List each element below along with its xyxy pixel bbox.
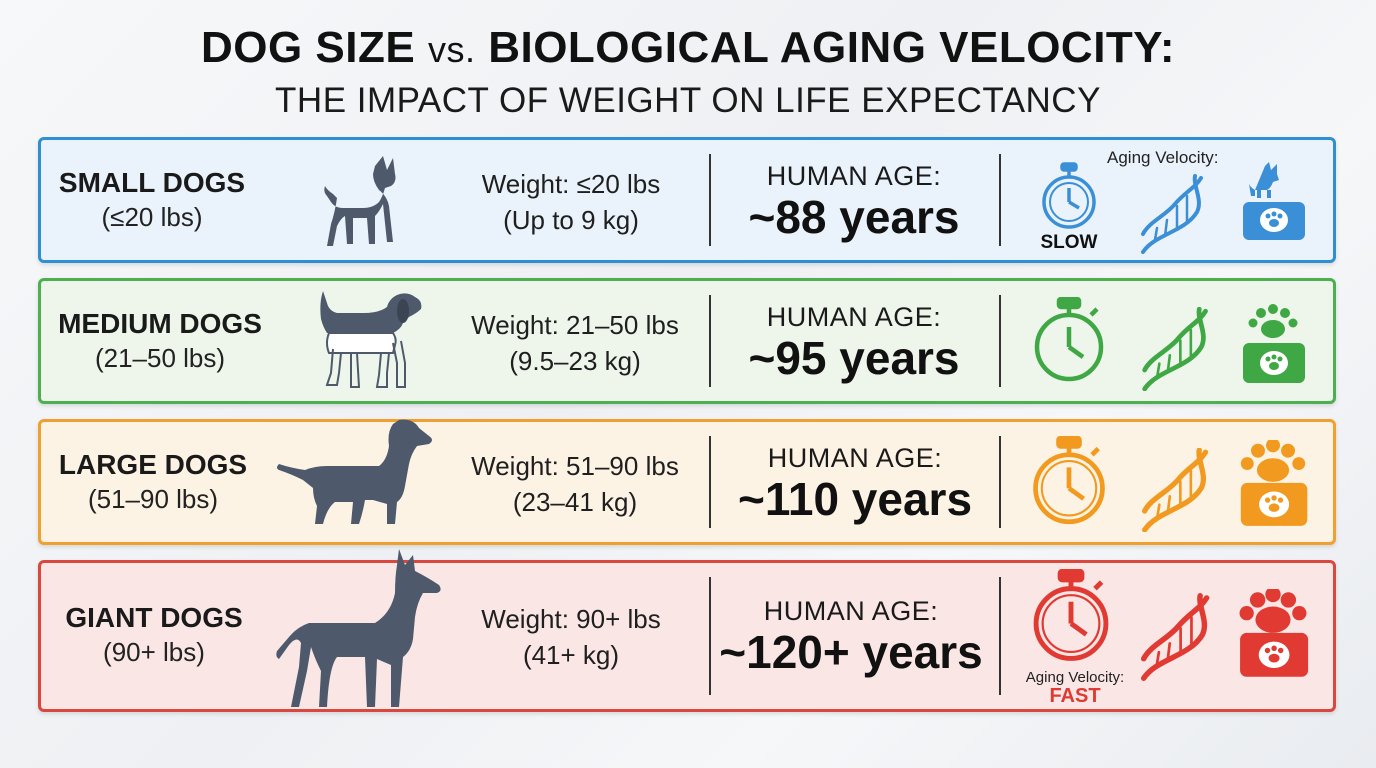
stopwatch-icon: [1034, 297, 1104, 382]
human-age-label: HUMAN AGE:: [763, 596, 939, 626]
divider: [999, 577, 1001, 695]
category-name: SMALL DOGS: [58, 167, 246, 198]
category-range: (51–90 lbs): [87, 484, 219, 514]
category: MEDIUM DOGS (21–50 lbs): [41, 307, 279, 375]
title-part1: DOG SIZE: [200, 23, 416, 72]
fast-label: FAST: [1049, 685, 1101, 707]
weight-lbs: Weight: 21–50 lbs: [471, 310, 679, 340]
weight-kg: (9.5–23 kg): [509, 346, 641, 376]
title-part2: BIOLOGICAL AGING VELOCITY:: [488, 23, 1176, 72]
paw-bowl-icon: [1243, 304, 1305, 383]
great-dane-icon: [276, 549, 441, 707]
row-small-dogs: SMALL DOGS (≤20 lbs) Weight: ≤20 lbs (Up…: [38, 137, 1336, 263]
weight-info: Weight: 21–50 lbs (9.5–23 kg): [441, 307, 709, 379]
category-name: LARGE DOGS: [58, 449, 248, 480]
stopwatch-icon: [1042, 162, 1096, 229]
category-range: (21–50 lbs): [94, 343, 226, 373]
title-vs: vs.: [427, 29, 476, 70]
weight-lbs: Weight: 90+ lbs: [481, 604, 661, 634]
divider: [709, 577, 711, 695]
human-age: HUMAN AGE: ~95 years: [721, 301, 987, 383]
category: LARGE DOGS (51–90 lbs): [41, 448, 265, 516]
row-large-dogs: LARGE DOGS (51–90 lbs) Weight: 51–90 lbs…: [38, 419, 1336, 545]
human-age-value: ~110 years: [737, 473, 973, 525]
weight-info: Weight: ≤20 lbs (Up to 9 kg): [441, 166, 701, 238]
weight-lbs: Weight: 51–90 lbs: [471, 451, 679, 481]
dna-icon: [1142, 448, 1209, 532]
human-age-label: HUMAN AGE:: [766, 302, 942, 332]
aging-velocity-label: Aging Velocity:: [1107, 148, 1219, 167]
weight-kg: (23–41 kg): [512, 487, 638, 517]
header: DOG SIZE vs. BIOLOGICAL AGING VELOCITY: …: [0, 22, 1376, 122]
divider: [709, 154, 711, 246]
row-giant-dogs: GIANT DOGS (90+ lbs) Weight: 90+ lbs (41…: [38, 549, 1336, 712]
divider: [999, 436, 1001, 528]
labrador-icon: [277, 419, 432, 524]
weight-info: Weight: 51–90 lbs (23–41 kg): [441, 448, 709, 520]
human-age: HUMAN AGE: ~120+ years: [713, 595, 989, 677]
dna-icon: [1140, 593, 1210, 681]
chihuahua-bowl-icon: [1243, 162, 1305, 240]
weight-info: Weight: 90+ lbs (41+ kg): [441, 601, 701, 673]
weight-kg: (Up to 9 kg): [503, 205, 639, 235]
page-title: DOG SIZE vs. BIOLOGICAL AGING VELOCITY:: [0, 22, 1376, 76]
slow-label: SLOW: [1040, 232, 1098, 253]
divider: [709, 436, 711, 528]
page-subtitle: THE IMPACT OF WEIGHT ON LIFE EXPECTANCY: [275, 81, 1101, 120]
human-age-label: HUMAN AGE:: [767, 443, 943, 473]
paw-bowl-icon: [1239, 589, 1309, 677]
category-name: GIANT DOGS: [65, 602, 243, 633]
category: SMALL DOGS (≤20 lbs): [41, 166, 263, 234]
paw-bowl-icon: [1240, 440, 1308, 526]
stopwatch-icon: [1033, 436, 1105, 525]
divider: [999, 295, 1001, 387]
dna-icon: [1142, 307, 1208, 391]
human-age: HUMAN AGE: ~110 years: [713, 442, 997, 524]
divider: [709, 295, 711, 387]
category-range: (≤20 lbs): [101, 202, 203, 232]
dna-icon: [1141, 174, 1203, 254]
divider: [999, 154, 1001, 246]
weight-lbs: Weight: ≤20 lbs: [481, 169, 661, 199]
stopwatch-icon: [1033, 569, 1109, 661]
category-name: MEDIUM DOGS: [58, 308, 262, 339]
human-age-value: ~95 years: [748, 332, 960, 384]
chihuahua-icon: [324, 156, 396, 246]
aging-velocity-label: Aging Velocity:: [1025, 669, 1125, 686]
human-age: HUMAN AGE: ~88 years: [721, 160, 987, 242]
category: GIANT DOGS (90+ lbs): [41, 601, 267, 669]
human-age-label: HUMAN AGE:: [766, 161, 942, 191]
beagle-icon: [320, 291, 422, 388]
human-age-value: ~88 years: [748, 191, 960, 243]
category-range: (90+ lbs): [103, 637, 205, 667]
human-age-value: ~120+ years: [719, 626, 983, 678]
row-medium-dogs: MEDIUM DOGS (21–50 lbs) Weight: 21–50 lb…: [38, 278, 1336, 404]
weight-kg: (41+ kg): [522, 640, 620, 670]
